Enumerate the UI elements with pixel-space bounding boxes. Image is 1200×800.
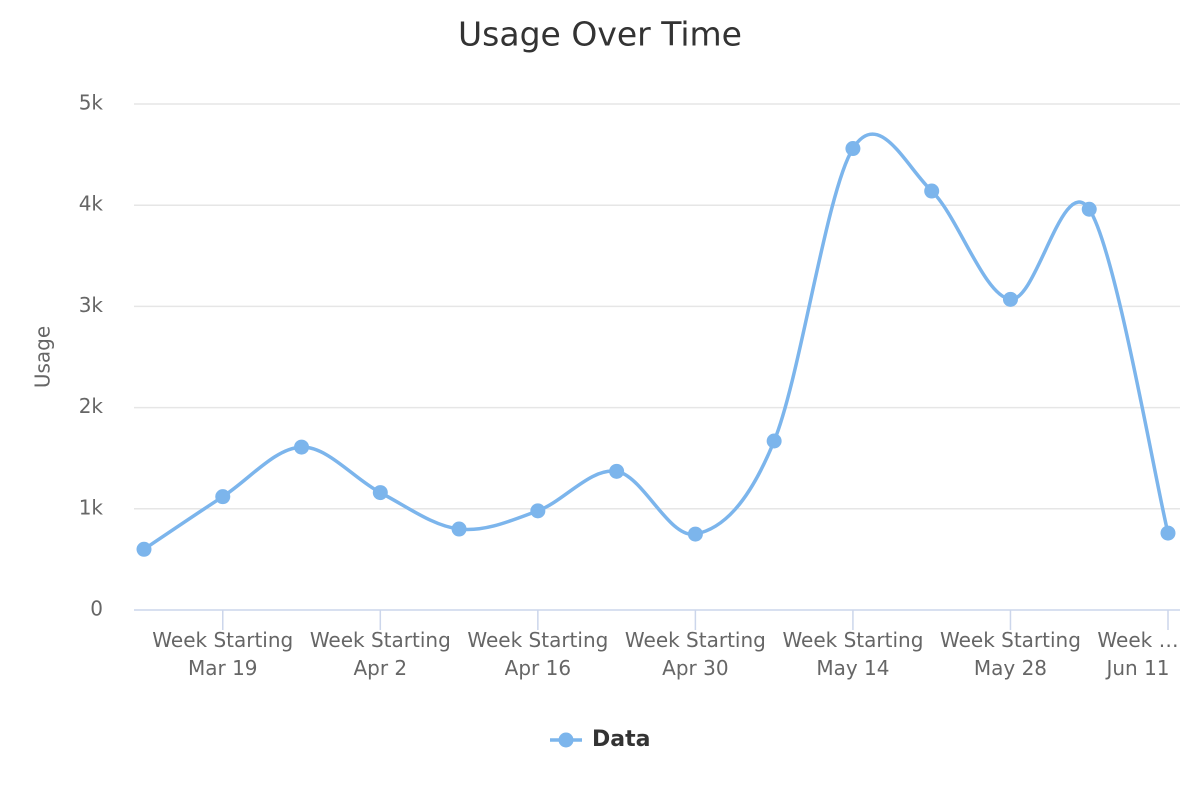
x-tick-label: Week Starting May 14 (782, 628, 924, 680)
y-tick-label: 1k (79, 495, 104, 519)
x-tick-label: Week … Jun 11 (1097, 628, 1179, 680)
series-line (143, 132, 1170, 551)
data-point (924, 183, 940, 199)
data-point (451, 521, 467, 537)
data-point (687, 526, 703, 542)
data-point (136, 541, 152, 557)
data-point (215, 489, 231, 505)
chart-title: Usage Over Time (458, 15, 742, 54)
data-point (1081, 201, 1097, 217)
data-point (294, 439, 310, 455)
data-point (609, 463, 625, 479)
y-tick-label: 4k (79, 192, 104, 216)
y-tick-label: 3k (79, 293, 104, 317)
y-tick-label: 0 (90, 597, 103, 621)
data-point (1160, 525, 1176, 541)
legend-label: Data (592, 727, 650, 752)
y-axis-title: Usage (31, 326, 55, 388)
x-tick-label: Week Starting Apr 30 (624, 628, 766, 680)
data-point (845, 141, 861, 157)
data-point (372, 485, 388, 501)
data-point (530, 503, 546, 519)
x-tick-label: Week Starting Apr 2 (309, 628, 451, 680)
y-tick-label: 5k (79, 91, 104, 115)
x-tick-label: Week Starting Apr 16 (467, 628, 609, 680)
x-tick-label: Week Starting Mar 19 (152, 628, 294, 680)
data-point (1002, 291, 1018, 307)
y-tick-label: 2k (79, 394, 104, 418)
x-tick-label: Week Starting May 28 (939, 628, 1081, 680)
data-point (766, 433, 782, 449)
legend-marker (558, 732, 574, 748)
